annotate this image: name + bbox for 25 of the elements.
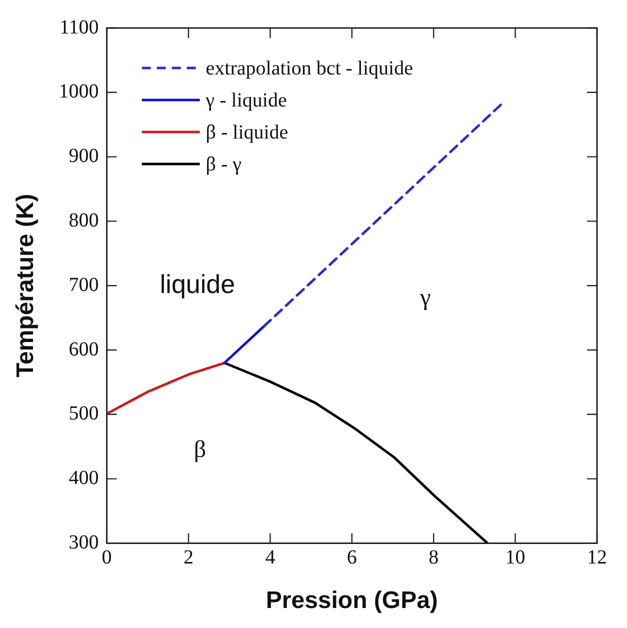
x-tick-label: 8 [428,546,439,568]
y-tick-label: 400 [68,467,99,490]
y-tick-label: 900 [68,145,99,168]
y-tick-label: 300 [68,531,99,554]
x-axis-title: Pression (GPa) [266,587,438,614]
y-tick-label: 700 [68,274,99,296]
x-tick-label: 0 [102,546,112,568]
y-axis-title: Température (K) [12,194,40,378]
legend-label: β - γ [206,153,242,176]
y-tick-label: 1100 [60,16,99,38]
x-tick-label: 10 [505,546,526,568]
annotation: γ [419,284,432,311]
annotation: liquide [160,268,236,299]
legend-label: extrapolation bct - liquide [206,57,414,80]
y-tick-label: 600 [68,338,99,360]
y-tick-label: 800 [68,209,99,232]
x-tick-label: 6 [346,546,357,568]
annotation: β [194,436,206,463]
y-tick-label: 1000 [58,80,99,103]
legend-label: γ - liquide [204,89,287,112]
x-tick-label: 2 [184,546,194,568]
y-tick-label: 500 [68,402,99,425]
x-tick-label: 12 [587,546,607,568]
legend-label: β - liquide [206,121,288,144]
x-tick-label: 4 [265,546,276,568]
